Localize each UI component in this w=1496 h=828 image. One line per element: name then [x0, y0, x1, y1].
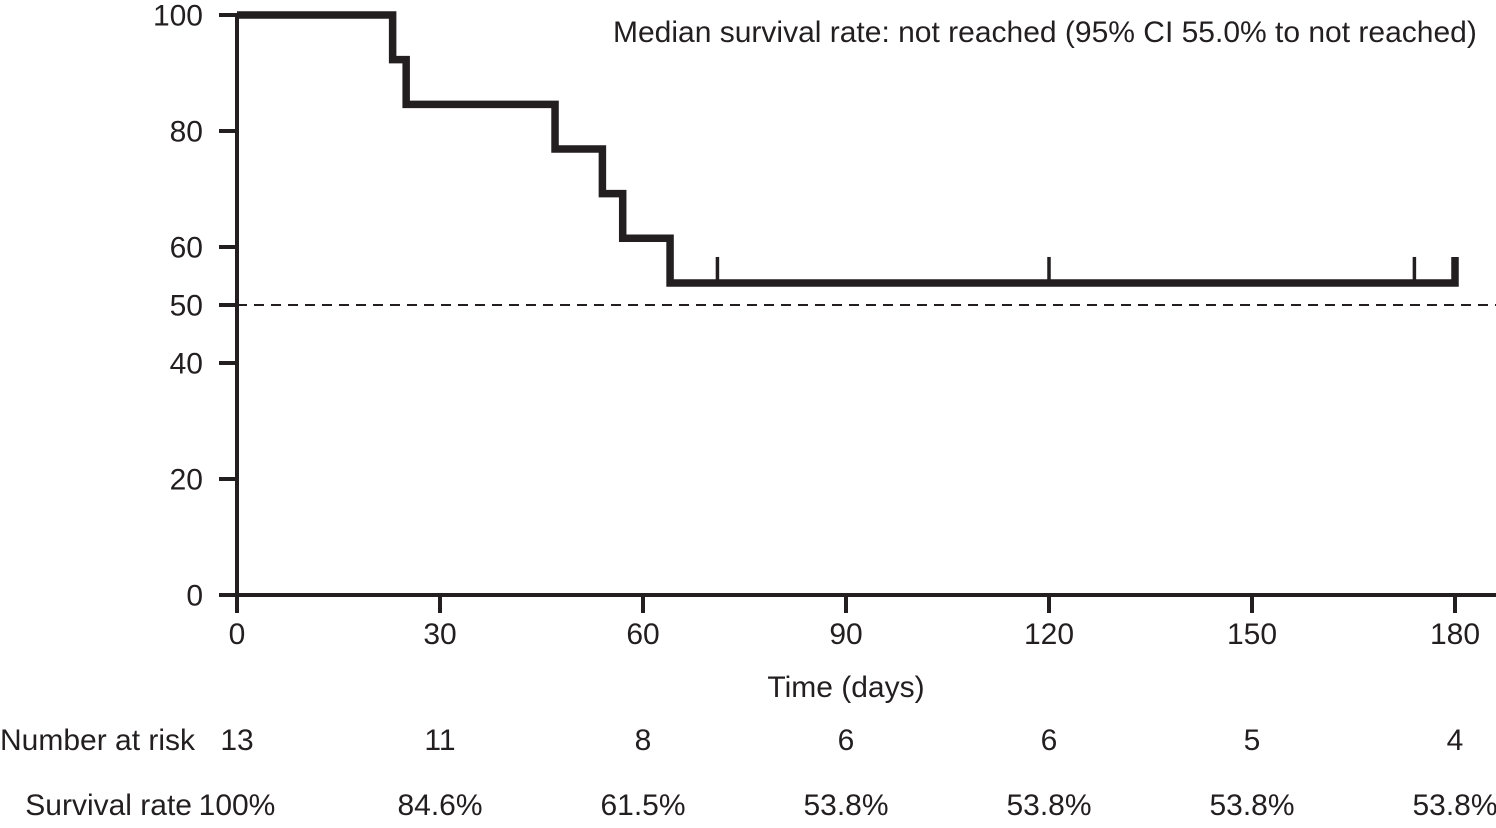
- number-at-risk-label: Number at risk: [0, 724, 196, 757]
- number-at-risk-value: 11: [424, 724, 456, 757]
- x-axis-title: Time (days): [767, 671, 925, 704]
- x-tick-label: 90: [829, 618, 862, 651]
- y-tick-label: 50: [170, 290, 203, 323]
- number-at-risk-value: 6: [837, 724, 855, 757]
- survival-rate-value: 53.8%: [1006, 789, 1092, 822]
- survival-rate-value: 61.5%: [600, 789, 686, 822]
- y-tick-label: 60: [170, 232, 203, 265]
- survival-rate-value: 100%: [198, 789, 276, 822]
- y-tick-label: 80: [170, 116, 203, 149]
- x-tick-label: 60: [626, 618, 659, 651]
- number-at-risk-value: 8: [634, 724, 652, 757]
- x-tick-label: 0: [229, 618, 246, 651]
- survival-rate-value: 84.6%: [397, 789, 483, 822]
- survival-rate-value: 53.8%: [1209, 789, 1295, 822]
- number-at-risk-value: 4: [1446, 724, 1464, 757]
- y-tick-label: 40: [170, 348, 203, 381]
- number-at-risk-value: 5: [1243, 724, 1261, 757]
- number-at-risk-value: 13: [220, 724, 254, 757]
- survival-curve: [237, 11, 1459, 287]
- x-tick-label: 30: [423, 618, 456, 651]
- x-tick-label: 180: [1430, 618, 1480, 651]
- y-tick-label: 0: [186, 580, 203, 613]
- x-tick-label: 150: [1227, 618, 1277, 651]
- y-tick-label: 100: [153, 0, 203, 33]
- survival-rate-label: Survival rate: [25, 789, 192, 822]
- y-tick-label: 20: [170, 464, 203, 497]
- number-at-risk-row: Number at risk 13 11 8 6 6 5 4: [0, 726, 1496, 756]
- number-at-risk-value: 6: [1040, 724, 1058, 757]
- survival-rate-row: Survival rate 100% 84.6% 61.5% 53.8% 53.8% 53…: [0, 791, 1496, 821]
- x-tick-label: 120: [1024, 618, 1074, 651]
- median-annotation: Median survival rate: not reached (95% C…: [613, 16, 1477, 49]
- survival-rate-value: 53.8%: [803, 789, 889, 822]
- survival-rate-value: 53.8%: [1412, 789, 1496, 822]
